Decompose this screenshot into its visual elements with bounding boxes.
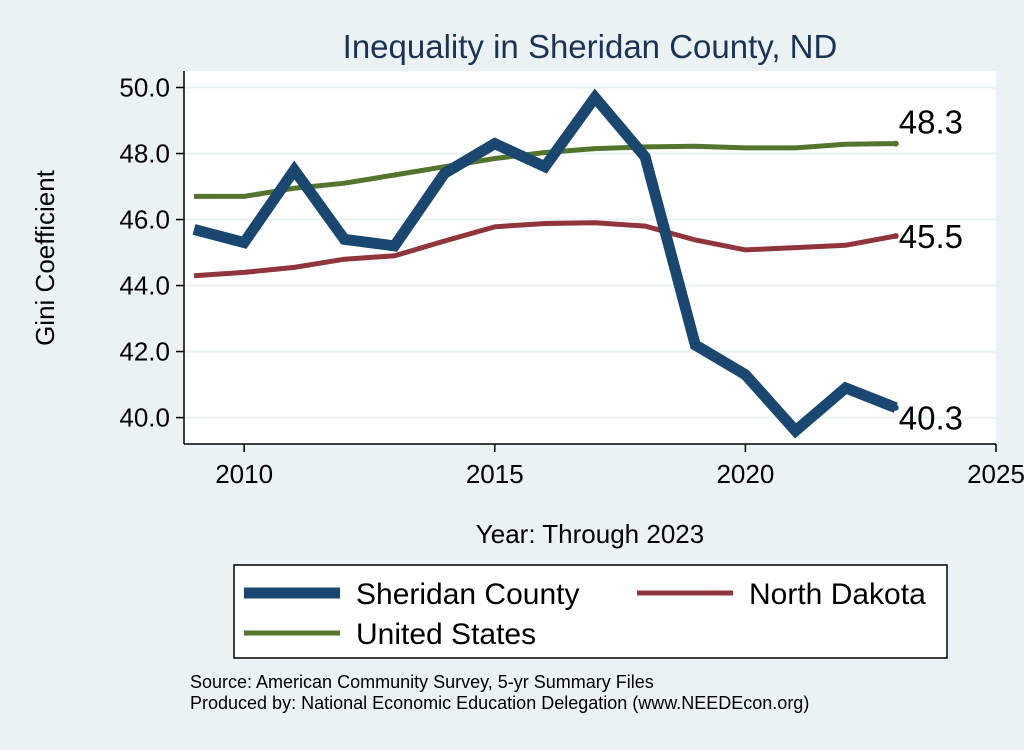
y-tick-label: 46.0: [119, 205, 170, 235]
source-note: Source: American Community Survey, 5-yr …: [190, 672, 654, 692]
series-line-sheridan-county: [192, 88, 898, 439]
series-end-point: [892, 404, 899, 411]
x-tick-label: 2020: [716, 459, 774, 489]
source-notes: Source: American Community Survey, 5-yr …: [190, 672, 809, 713]
series-line-north-dakota: [193, 220, 897, 279]
legend-label: United States: [356, 618, 536, 651]
series-end-point: [892, 233, 899, 240]
chart-title: Inequality in Sheridan County, ND: [343, 28, 838, 65]
x-tick-label: 2010: [215, 459, 273, 489]
legend-label: North Dakota: [749, 578, 926, 611]
series-end-point: [892, 140, 899, 147]
x-axis-ticks: 2010 2015 2020 2025: [215, 444, 1024, 489]
source-note: Produced by: National Economic Education…: [190, 693, 809, 713]
x-tick-label: 2015: [466, 459, 524, 489]
y-tick-label: 44.0: [119, 271, 170, 301]
x-axis-title: Year: Through 2023: [476, 519, 704, 549]
gridlines: [184, 86, 996, 419]
y-tick-label: 42.0: [119, 337, 170, 367]
legend: Sheridan County North Dakota United States: [233, 564, 948, 659]
x-tick-label: 2025: [967, 459, 1024, 489]
plot-area: [184, 71, 996, 444]
legend-label: Sheridan County: [356, 578, 579, 611]
end-label: 40.3: [899, 400, 963, 437]
end-labels: 40.3 45.5 48.3: [899, 104, 963, 437]
end-label: 45.5: [899, 218, 963, 255]
y-axis-ticks: 50.0 48.0 46.0 44.0 42.0 40.0: [119, 73, 184, 433]
y-axis-title: Gini Coefficient: [30, 169, 60, 346]
y-tick-label: 48.0: [119, 139, 170, 169]
end-label: 48.3: [899, 104, 963, 141]
legend-box: [233, 564, 948, 659]
axes: [183, 71, 996, 445]
series-lines: [192, 88, 899, 439]
y-tick-label: 40.0: [119, 403, 170, 433]
y-tick-label: 50.0: [119, 73, 170, 103]
